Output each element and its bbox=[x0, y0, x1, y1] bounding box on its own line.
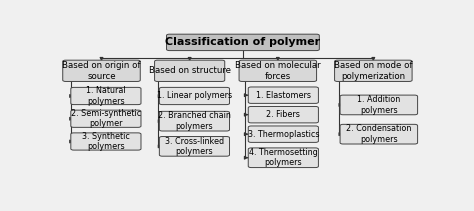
FancyBboxPatch shape bbox=[166, 34, 319, 51]
Text: 2. Semi-synthetic
polymer: 2. Semi-synthetic polymer bbox=[71, 109, 141, 128]
FancyBboxPatch shape bbox=[239, 60, 317, 81]
Text: 2. Branched chain
polymers: 2. Branched chain polymers bbox=[158, 111, 231, 131]
FancyBboxPatch shape bbox=[159, 137, 229, 156]
FancyBboxPatch shape bbox=[71, 133, 141, 150]
FancyBboxPatch shape bbox=[155, 60, 225, 81]
Text: Based on origin of
source: Based on origin of source bbox=[62, 61, 141, 81]
FancyBboxPatch shape bbox=[340, 124, 418, 144]
Text: 4. Thermosetting
polymers: 4. Thermosetting polymers bbox=[249, 148, 318, 168]
Text: 2. Fibers: 2. Fibers bbox=[266, 110, 300, 119]
FancyBboxPatch shape bbox=[248, 148, 319, 168]
Text: Based on molecular
forces: Based on molecular forces bbox=[235, 61, 320, 81]
Text: Classification of polymer: Classification of polymer bbox=[165, 37, 320, 47]
FancyBboxPatch shape bbox=[63, 60, 140, 81]
Text: Based on mode of
polymerization: Based on mode of polymerization bbox=[334, 61, 412, 81]
FancyBboxPatch shape bbox=[71, 87, 141, 105]
FancyBboxPatch shape bbox=[340, 95, 418, 115]
Text: 3. Synthetic
polymers: 3. Synthetic polymers bbox=[82, 132, 130, 151]
Text: 1. Addition
polymers: 1. Addition polymers bbox=[357, 95, 401, 115]
FancyBboxPatch shape bbox=[71, 110, 141, 127]
Text: 1. Natural
polymers: 1. Natural polymers bbox=[86, 86, 126, 106]
FancyBboxPatch shape bbox=[159, 111, 229, 131]
Text: Based on structure: Based on structure bbox=[149, 66, 231, 75]
FancyBboxPatch shape bbox=[248, 87, 319, 103]
Text: 1. Linear polymers: 1. Linear polymers bbox=[157, 92, 232, 100]
FancyBboxPatch shape bbox=[248, 126, 319, 142]
Text: 3. Cross-linked
polymers: 3. Cross-linked polymers bbox=[165, 137, 224, 156]
FancyBboxPatch shape bbox=[159, 87, 229, 105]
Text: 1. Elastomers: 1. Elastomers bbox=[256, 91, 311, 100]
FancyBboxPatch shape bbox=[248, 107, 319, 123]
Text: 2. Condensation
polymers: 2. Condensation polymers bbox=[346, 124, 411, 144]
Text: 3. Thermoplastics: 3. Thermoplastics bbox=[247, 130, 319, 139]
FancyBboxPatch shape bbox=[335, 60, 412, 81]
